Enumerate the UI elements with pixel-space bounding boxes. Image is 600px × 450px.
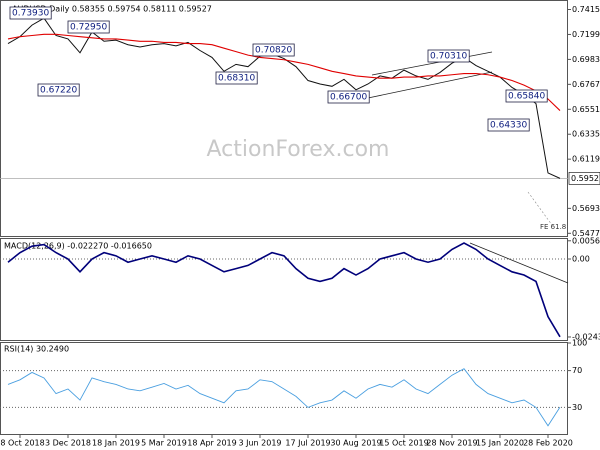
x-tick-label: 5 Mar 2019	[141, 439, 187, 448]
x-tick-label: 15 Jan 2020	[476, 439, 524, 448]
annotation-box	[215, 71, 258, 85]
watermark: ActionForex.com	[207, 137, 390, 162]
macd-panel	[0, 238, 568, 341]
rsi-line	[7, 368, 561, 427]
rsi-label: RSI(14) 30.2490	[4, 345, 69, 354]
last-price-box	[568, 172, 600, 185]
macd-label: MACD(12,26,9) -0.022270 -0.016650	[4, 242, 152, 251]
macd-trendline	[469, 242, 569, 284]
x-tick-label: 18 Oct 2018	[0, 439, 45, 448]
x-tick-label: 28 Nov 2019	[426, 439, 477, 448]
channel-lower	[367, 71, 493, 99]
y-tick-label: 0.00	[572, 255, 590, 264]
last-price-label: 0.59527	[571, 174, 600, 183]
y-tick-label: 70	[572, 366, 582, 375]
annotation-box	[9, 6, 52, 20]
chart-title: AUDUSD Daily 0.58355 0.59754 0.58111 0.5…	[12, 5, 212, 14]
macd-line	[7, 242, 561, 338]
y-tick-label: 30	[572, 403, 582, 412]
annotation: 0.70820	[255, 46, 292, 56]
annotation-box	[427, 49, 470, 63]
projection	[527, 191, 553, 226]
annotation: 0.70310	[430, 52, 467, 62]
channel-upper	[371, 51, 493, 76]
x-tick-label: 15 Oct 2019	[379, 439, 428, 448]
x-tick-label: 30 Aug 2019	[330, 439, 381, 448]
price-panel	[0, 0, 568, 237]
y-tick-label: -0.024344	[572, 332, 600, 341]
annotation-box	[327, 90, 370, 104]
annotation-box	[37, 83, 80, 97]
annotation-box	[487, 118, 530, 132]
annotation: 0.67220	[40, 86, 77, 96]
annotation: 0.73930	[12, 9, 49, 19]
annotation: 0.66700	[330, 93, 367, 103]
y-tick-label: 0.005691	[572, 236, 600, 245]
annotation: 0.65840	[508, 92, 545, 102]
annotation: FE 61.8	[540, 223, 566, 231]
annotation-box	[505, 89, 548, 103]
annotation-box	[252, 43, 295, 57]
x-tick-label: 28 Feb 2020	[523, 439, 573, 448]
annotation-box	[67, 20, 110, 34]
y-tick-label: 100	[572, 339, 587, 348]
x-tick-label: 3 Jun 2019	[238, 439, 281, 448]
annotation: 0.64330	[490, 121, 527, 131]
rsi-panel	[0, 342, 568, 435]
moving-average	[7, 33, 561, 111]
annotation: 0.72950	[70, 23, 107, 33]
x-tick-label: 18 Apr 2019	[187, 439, 236, 448]
x-tick-label: 17 Jul 2019	[285, 439, 330, 448]
x-tick-label: 3 Dec 2018	[45, 439, 91, 448]
annotation: 0.68310	[218, 74, 255, 84]
x-tick-label: 18 Jan 2019	[92, 439, 140, 448]
